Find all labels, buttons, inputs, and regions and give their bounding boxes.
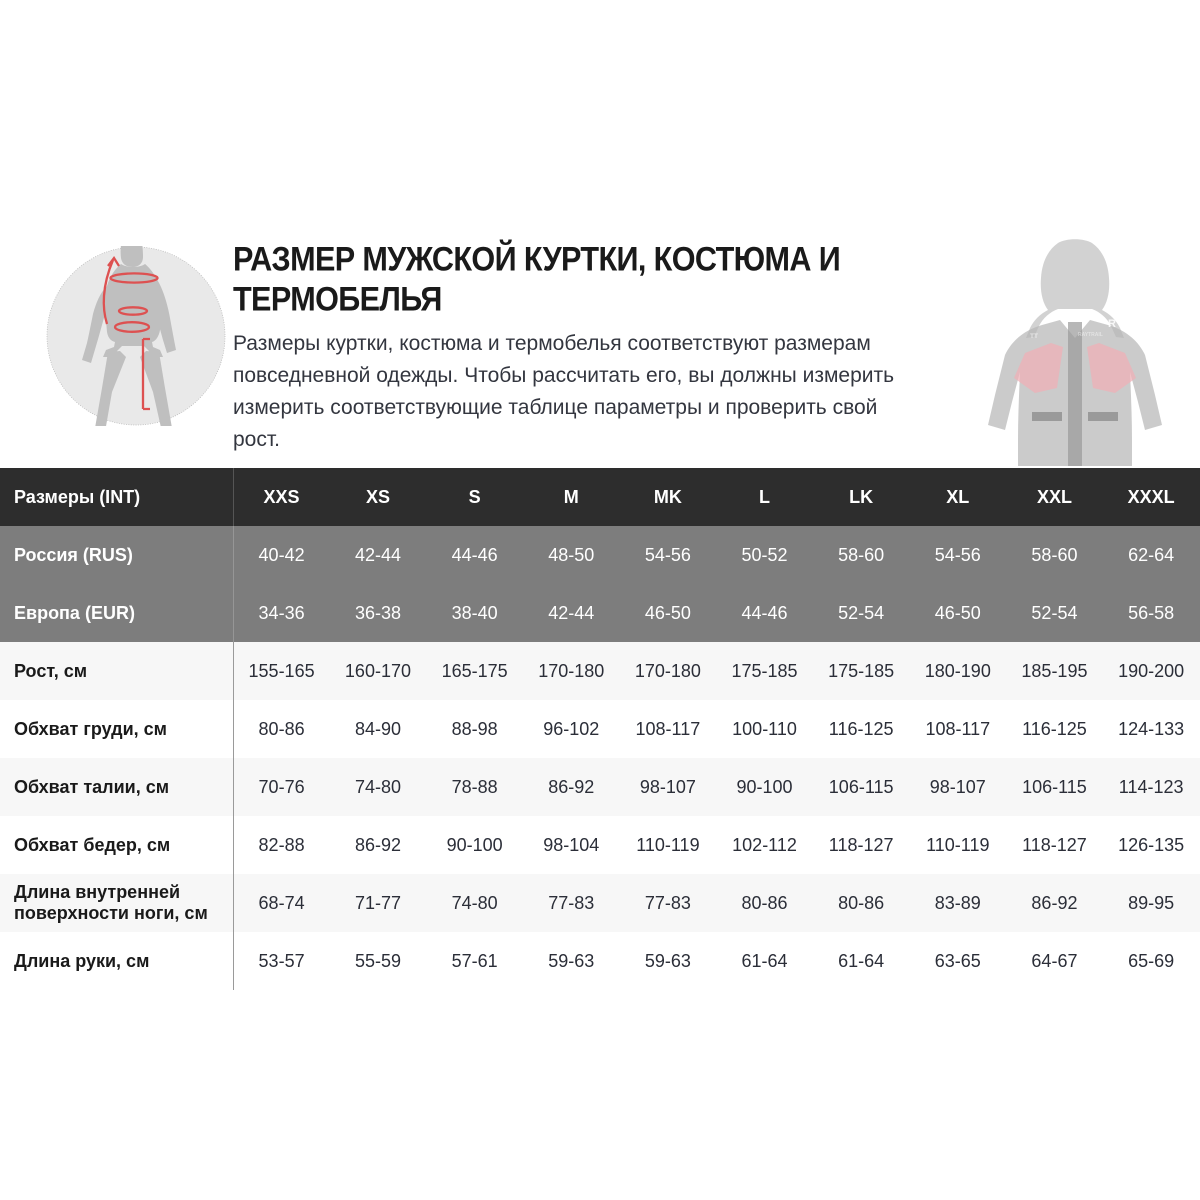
svg-text:RAYTRAIL: RAYTRAIL — [1078, 332, 1103, 338]
svg-text:R: R — [1108, 318, 1116, 330]
svg-text:TT: TT — [1030, 333, 1038, 340]
